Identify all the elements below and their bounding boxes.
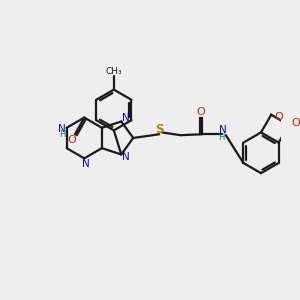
Text: O: O (274, 112, 283, 122)
Text: O: O (292, 118, 300, 128)
Text: O: O (67, 135, 76, 145)
Text: N: N (122, 152, 130, 162)
Text: H: H (218, 134, 224, 142)
Text: N: N (122, 113, 130, 123)
Text: S: S (155, 123, 164, 136)
Text: N: N (58, 124, 66, 134)
Text: N: N (82, 159, 90, 169)
Text: N: N (219, 124, 227, 135)
Text: H: H (59, 130, 65, 139)
Text: CH₃: CH₃ (106, 67, 122, 76)
Text: O: O (196, 107, 205, 117)
